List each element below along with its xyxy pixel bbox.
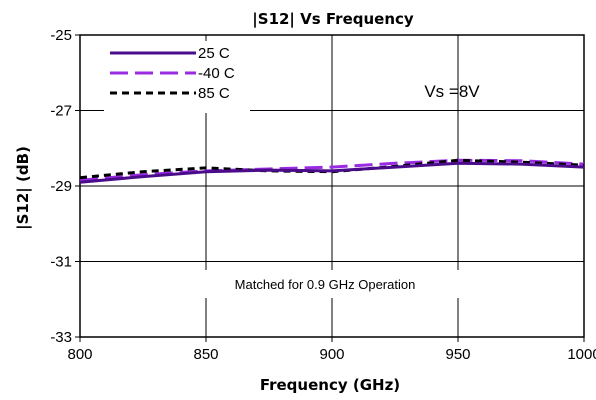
y-tick-label: -25 bbox=[50, 27, 72, 44]
legend-label: 85 C bbox=[198, 85, 230, 102]
series-lines bbox=[79, 158, 585, 184]
legend-label: 25 C bbox=[198, 45, 230, 62]
axis-ticks: 800 850 900 950 1000 -25 -27 -29 -31 -33 bbox=[50, 27, 596, 363]
x-tick-label: 800 bbox=[67, 346, 92, 363]
legend: 25 C -40 C 85 C bbox=[110, 45, 235, 102]
voltage-annotation: Vs =8V bbox=[424, 82, 480, 101]
x-tick-label: 900 bbox=[319, 346, 344, 363]
annotation-background bbox=[130, 270, 520, 298]
x-tick-label: 1000 bbox=[567, 346, 596, 363]
chart-title: |S12| Vs Frequency bbox=[252, 10, 414, 29]
y-tick-label: -29 bbox=[50, 178, 72, 195]
x-tick-label: 950 bbox=[445, 346, 470, 363]
y-tick-label: -31 bbox=[50, 254, 72, 271]
x-tick-label: 850 bbox=[193, 346, 218, 363]
matched-annotation: Matched for 0.9 GHz Operation bbox=[235, 277, 416, 292]
series-line bbox=[79, 158, 585, 182]
legend-label: -40 C bbox=[198, 65, 235, 82]
series-line bbox=[79, 161, 585, 184]
y-tick-label: -33 bbox=[50, 329, 72, 346]
y-tick-label: -27 bbox=[50, 103, 72, 120]
x-axis-label: Frequency (GHz) bbox=[260, 376, 400, 394]
y-axis-label: |S12| (dB) bbox=[14, 146, 33, 230]
